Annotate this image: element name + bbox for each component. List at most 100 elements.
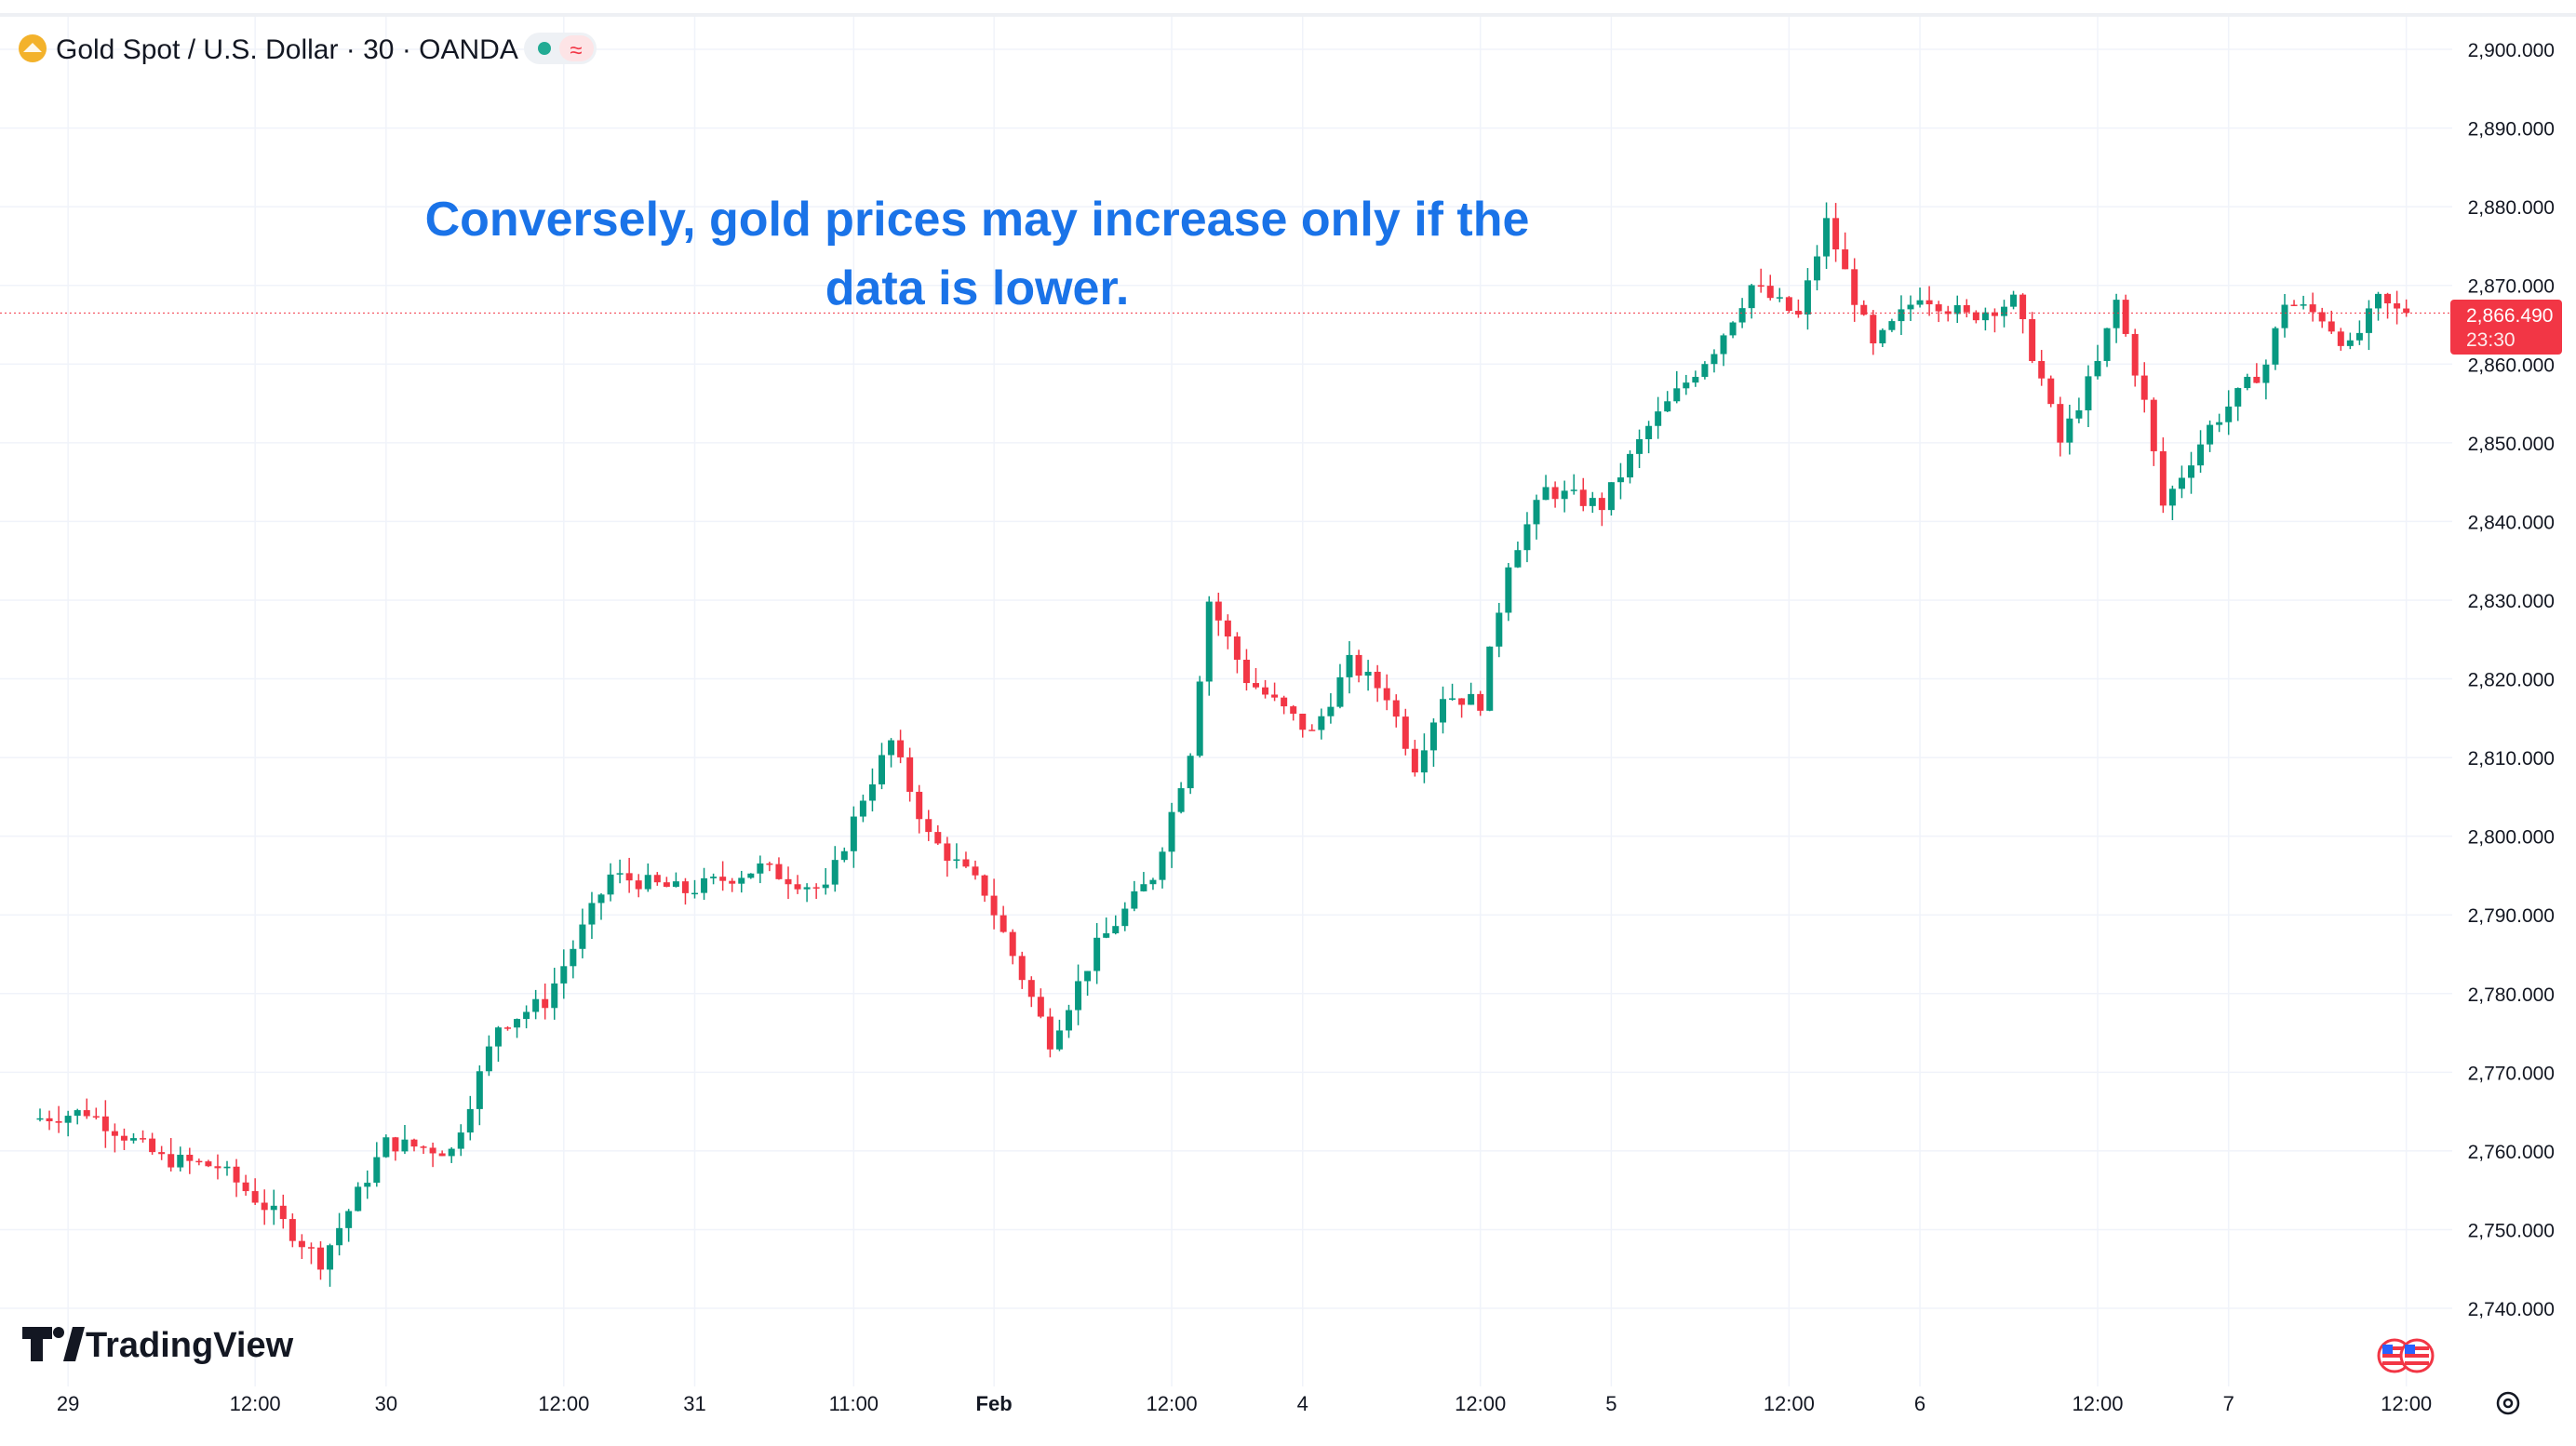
candle (532, 989, 540, 1020)
candle (653, 872, 661, 886)
candle (2066, 404, 2073, 455)
candle (1953, 295, 1961, 324)
candle (588, 891, 596, 939)
candle (1589, 491, 1596, 514)
symbol-header[interactable]: Gold Spot / U.S. Dollar · 30 · OANDA ≈ (19, 33, 597, 65)
price-axis[interactable]: 2,900.000 2,890.000 2,880.000 2,870.000 2,86… (2468, 40, 2555, 1320)
candle (2001, 300, 2007, 328)
candle (1318, 708, 1325, 740)
candle (1355, 649, 1362, 683)
candle (944, 837, 951, 877)
gold-coin-icon-glyph (23, 43, 42, 52)
x-tick-label: 12:00 (2072, 1392, 2123, 1415)
candle (36, 1108, 44, 1122)
price-label-countdown: 23:30 (2466, 329, 2516, 351)
candle (1449, 683, 1456, 701)
y-tick-label: 2,840.000 (2468, 512, 2555, 533)
candle (812, 883, 820, 900)
candle (859, 794, 866, 823)
candle (429, 1142, 436, 1168)
candle (177, 1146, 184, 1172)
candle (2038, 350, 2046, 386)
y-tick-label: 2,900.000 (2468, 40, 2555, 61)
candle (635, 874, 642, 898)
candle-layer (36, 202, 2410, 1287)
candle (990, 878, 998, 930)
candle (1907, 295, 1914, 321)
candle (168, 1138, 175, 1172)
candle (2346, 332, 2354, 350)
candle (1879, 328, 1886, 347)
candle (1103, 917, 1110, 939)
tv-logo-icon-dot (53, 1327, 64, 1338)
us-flag-event-icon[interactable] (2377, 1338, 2435, 1373)
time-axis[interactable]: 29 12:00 30 12:00 31 11:00 Feb 12:00 4 12:00 5 12:0… (57, 1392, 2432, 1415)
candle (1579, 477, 1587, 512)
candle (681, 877, 689, 905)
candle (2085, 365, 2092, 428)
y-tick-label: 2,860.000 (2468, 355, 2555, 376)
candle (1420, 733, 1428, 783)
tradingview-logo[interactable]: TradingView (22, 1326, 294, 1365)
candle (1561, 480, 1568, 513)
candle (888, 738, 895, 768)
candle (466, 1095, 474, 1141)
candle (1898, 295, 1905, 336)
x-tick-label: 4 (1297, 1392, 1308, 1415)
candle (1281, 695, 1288, 715)
candle (2122, 294, 2129, 337)
symbol-title: Gold Spot / U.S. Dollar · 30 · OANDA (56, 34, 518, 65)
candle (1496, 602, 1503, 658)
candle (2150, 397, 2157, 466)
candle (1374, 664, 1381, 703)
candle (74, 1108, 81, 1125)
candle (1542, 475, 1550, 501)
candle (1093, 923, 1101, 984)
candle (1701, 361, 1709, 380)
candle (1196, 676, 1203, 758)
price-label-value: 2,866.490 (2466, 305, 2553, 327)
candle (1177, 782, 1185, 814)
candle (953, 843, 960, 869)
price-label-background (2450, 300, 2562, 355)
y-tick-label: 2,770.000 (2468, 1063, 2555, 1084)
candle (1468, 682, 1475, 705)
candle (307, 1242, 315, 1265)
candle (1692, 370, 1699, 387)
candle (1683, 374, 1690, 395)
candle (1925, 286, 1933, 316)
y-tick-label: 2,750.000 (2468, 1220, 2555, 1241)
candle (2328, 310, 2335, 334)
candle (840, 847, 848, 863)
candle (934, 824, 942, 846)
candle (560, 949, 568, 999)
candle (1233, 632, 1241, 674)
candle (925, 810, 932, 841)
candle (2244, 373, 2251, 391)
candle (111, 1123, 118, 1153)
candle (261, 1189, 268, 1225)
tv-logo-icon (22, 1327, 52, 1361)
candle (317, 1241, 324, 1280)
x-tick-label: 12:00 (230, 1392, 281, 1415)
x-tick-label: 12:00 (1455, 1392, 1506, 1415)
candle (2057, 396, 2064, 457)
chart-settings-gear-icon[interactable] (2496, 1391, 2520, 1415)
candle (504, 1025, 511, 1031)
candle (2365, 300, 2372, 351)
candle (1570, 474, 1577, 495)
candle (420, 1145, 427, 1155)
candle (1346, 641, 1353, 694)
candle (2029, 312, 2036, 364)
candle (2253, 363, 2261, 384)
candle (1066, 1004, 1072, 1038)
candle (523, 1005, 530, 1029)
candle (1402, 708, 1409, 756)
candle (392, 1136, 399, 1161)
y-tick-label: 2,820.000 (2468, 670, 2555, 691)
candle (345, 1209, 353, 1242)
candle (906, 747, 914, 802)
y-tick-label: 2,780.000 (2468, 984, 2555, 1006)
candle (186, 1147, 194, 1174)
